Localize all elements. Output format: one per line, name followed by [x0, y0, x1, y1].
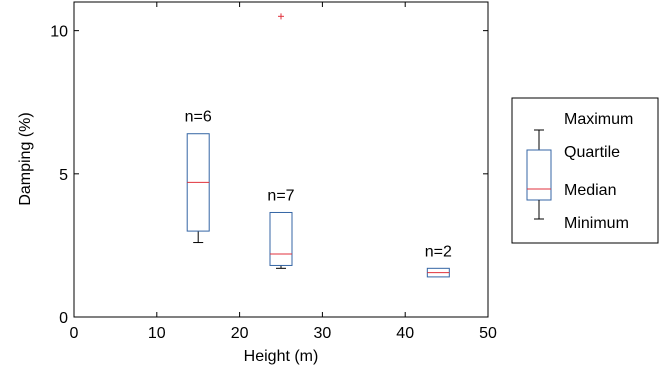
box-count-label: n=6 [185, 109, 212, 126]
legend-minimum: Minimum [564, 215, 629, 232]
box-count-label: n=2 [425, 243, 452, 260]
x-tick-label: 50 [479, 325, 497, 342]
plot-area [73, 1, 489, 318]
y-tick-label: 5 [59, 167, 68, 184]
x-tick-label: 30 [314, 325, 332, 342]
x-axis-label: Height (m) [244, 348, 319, 365]
x-tick-label: 0 [70, 325, 79, 342]
legend-median: Median [564, 182, 616, 199]
box-count-label: n=7 [267, 187, 294, 204]
x-tick-label: 40 [396, 325, 414, 342]
y-tick-label: 0 [59, 310, 68, 327]
legend-maximum: Maximum [564, 111, 633, 128]
box-body [269, 211, 293, 266]
legend: Maximum Quartile Median Minimum [511, 97, 659, 244]
y-tick-label: 10 [50, 24, 68, 41]
y-axis-label: Damping (%) [17, 112, 34, 205]
legend-quartile: Quartile [564, 144, 620, 161]
x-tick-label: 10 [148, 325, 166, 342]
x-tick-label: 20 [231, 325, 249, 342]
